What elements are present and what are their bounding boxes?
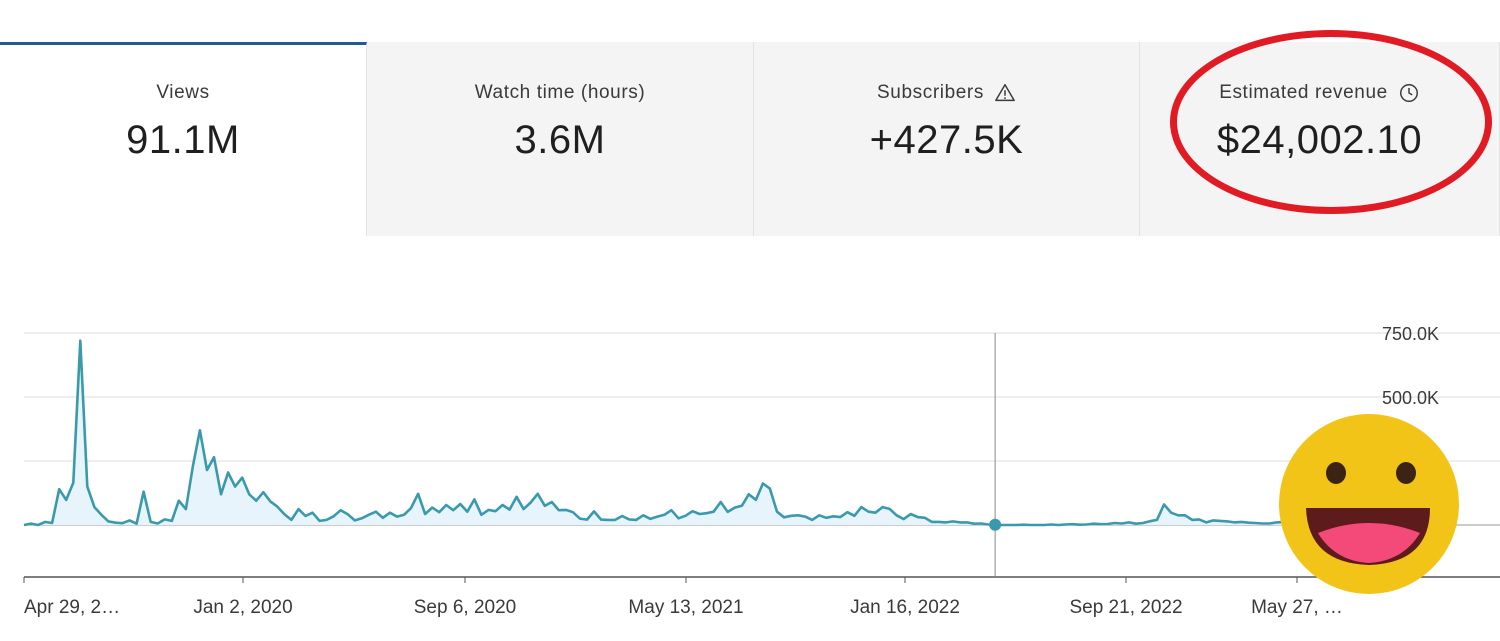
x-tick-label: May 13, 2021 (628, 597, 743, 618)
metric-label-subscribers: Subscribers (754, 82, 1139, 104)
hover-point (989, 518, 1002, 531)
metric-value-subscribers: +427.5K (869, 118, 1024, 162)
views-area (24, 340, 1347, 525)
x-tick-label: May 27, … (1251, 597, 1343, 618)
smiley-emoji-icon (1279, 414, 1459, 594)
metric-value-watch-time: 3.6M (514, 118, 606, 162)
metric-card-subscribers[interactable]: Subscribers +427.5K (754, 42, 1140, 236)
metric-value-views: 91.1M (126, 118, 240, 162)
views-chart[interactable]: 750.0K 500.0K Apr 29, 2… Jan 2, 2020 Sep 6, … (0, 300, 1500, 641)
highlight-circle (1170, 30, 1492, 214)
y-tick-label: 750.0K (1382, 324, 1439, 344)
views-line (23, 339, 1348, 527)
metric-card-watch-time[interactable]: Watch time (hours) 3.6M (367, 42, 754, 236)
metric-label-watch-time: Watch time (hours) (474, 82, 646, 103)
y-tick-label: 500.0K (1382, 388, 1439, 408)
metric-card-views[interactable]: Views 91.1M (0, 42, 367, 236)
x-tick-label: Jan 2, 2020 (193, 597, 292, 618)
x-tick-label: Apr 29, 2… (24, 597, 120, 618)
warning-icon (995, 84, 1015, 102)
x-tick-label: Sep 21, 2022 (1069, 597, 1182, 618)
x-tick-label: Sep 6, 2020 (414, 597, 516, 618)
metric-label-views: Views (156, 82, 210, 103)
x-tick-label: Jan 16, 2022 (850, 597, 960, 618)
